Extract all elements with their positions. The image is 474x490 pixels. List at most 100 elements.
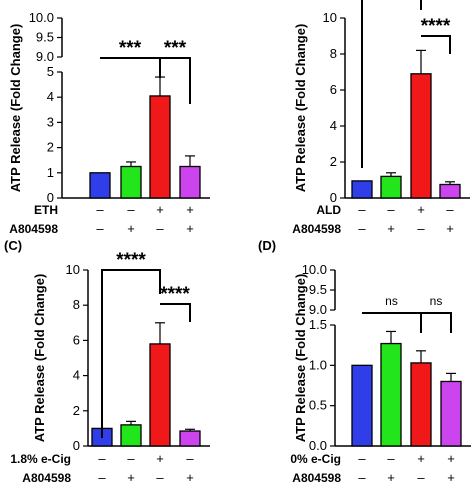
treatment-symbol: + (447, 451, 455, 466)
y-tick-label: 2 (47, 140, 54, 155)
y-tick-label: 10 (323, 10, 337, 25)
y-axis-label: ATP Release (Fold Change) (8, 24, 23, 193)
treatment-label: A804598 (9, 222, 58, 236)
y-axis-label: ATP Release (Fold Change) (293, 24, 308, 193)
significance-label: **** (116, 250, 146, 271)
significance-bracket (101, 269, 161, 438)
treatment-symbol: + (387, 221, 395, 236)
treatment-symbol: + (156, 451, 164, 466)
treatment-symbol: + (127, 221, 135, 236)
treatment-symbol: – (127, 451, 135, 466)
y-tick-label: 1.5 (309, 317, 327, 332)
treatment-symbol: – (358, 451, 366, 466)
panel-3: (C) 0 2 4 6 8 10 ATP Release (Fold Change) **** *… (4, 238, 210, 485)
treatment-symbol: – (156, 221, 164, 236)
y-tick-label: 0.0 (309, 438, 327, 453)
treatment-symbol: – (96, 221, 104, 236)
y-tick-label: 9.5 (36, 30, 54, 45)
treatment-symbol: + (156, 202, 164, 217)
treatment-symbol: + (387, 470, 395, 485)
treatment-symbol: – (358, 202, 366, 217)
y-tick-label: 4 (73, 368, 80, 383)
treatment-symbol: + (417, 202, 425, 217)
panel-1: 0 1 2 3 4 59.0 9.5 10.0 ATP Release (Fold Change… (8, 10, 210, 236)
significance-label: ns (430, 294, 443, 308)
significance-bracket (362, 312, 422, 333)
y-tick-label: 6 (73, 332, 80, 347)
treatment-symbol: – (156, 470, 164, 485)
bar (149, 343, 171, 447)
bar (89, 172, 111, 199)
bar (380, 342, 402, 447)
bar (120, 424, 142, 447)
treatment-symbol: – (98, 470, 106, 485)
y-tick-label: 9.5 (309, 282, 327, 297)
bar (410, 362, 432, 447)
y-tick-label: 5 (47, 64, 54, 79)
treatment-symbol: – (127, 202, 135, 217)
treatment-symbol: – (186, 451, 194, 466)
treatment-symbol: – (358, 470, 366, 485)
significance-label: *** (119, 38, 142, 59)
y-tick-label: 0.5 (309, 398, 327, 413)
bar (410, 73, 432, 199)
treatment-label: ALD (316, 203, 341, 217)
significance-bracket (420, 312, 452, 333)
panel-label: (D) (258, 238, 276, 253)
treatment-symbol: – (387, 451, 395, 466)
treatment-symbol: + (186, 221, 194, 236)
bar (179, 430, 201, 447)
treatment-symbol: – (417, 470, 425, 485)
y-tick-label: 2 (73, 403, 80, 418)
treatment-label: 1.8% e-Cig (10, 452, 71, 466)
treatment-label: ETH (34, 203, 58, 217)
y-tick-label: 9.0 (36, 49, 54, 64)
y-tick-label: 4 (47, 89, 54, 104)
treatment-symbol: + (446, 221, 454, 236)
y-tick-label: 9.0 (309, 302, 327, 317)
bar (179, 165, 201, 199)
panel-2: 0 2 4 6 8 10 ATP Release (Fold Change) **** ALD –… (292, 0, 470, 236)
y-tick-label: 8 (73, 297, 80, 312)
treatment-symbol: – (358, 221, 366, 236)
y-tick-label: 1.0 (309, 357, 327, 372)
y-tick-label: 0 (47, 190, 54, 205)
treatment-label: 0% e-Cig (290, 452, 341, 466)
significance-label: *** (164, 38, 187, 59)
y-tick-label: 10.0 (302, 262, 327, 277)
y-tick-label: 8 (330, 46, 337, 61)
treatment-symbol: + (127, 470, 135, 485)
bar (380, 175, 402, 199)
treatment-symbol: + (447, 470, 455, 485)
treatment-symbol: – (96, 202, 104, 217)
y-axis-label: ATP Release (Fold Change) (32, 274, 47, 443)
treatment-symbol: + (417, 451, 425, 466)
y-tick-label: 3 (47, 114, 54, 129)
y-tick-label: 6 (330, 82, 337, 97)
bar (439, 183, 461, 199)
treatment-symbol: – (417, 221, 425, 236)
y-tick-label: 2 (330, 154, 337, 169)
y-tick-label: 10 (66, 262, 80, 277)
significance-label: **** (160, 284, 190, 305)
significance-bracket (159, 57, 191, 104)
treatment-symbol: – (387, 202, 395, 217)
y-axis-label: ATP Release (Fold Change) (293, 274, 308, 443)
significance-bracket (160, 303, 191, 322)
treatment-symbol: + (186, 470, 194, 485)
treatment-label: A804598 (292, 222, 341, 236)
treatment-label: A804598 (22, 471, 71, 485)
treatment-symbol: + (186, 202, 194, 217)
treatment-symbol: – (98, 451, 106, 466)
bar (149, 95, 171, 199)
significance-bracket (421, 35, 451, 54)
y-tick-label: 10.0 (29, 10, 54, 25)
panel-label: (C) (4, 238, 22, 253)
bar (351, 180, 373, 199)
treatment-symbol: – (446, 202, 454, 217)
y-tick-label: 4 (330, 118, 337, 133)
bar (351, 364, 373, 447)
significance-label: **** (421, 16, 451, 37)
